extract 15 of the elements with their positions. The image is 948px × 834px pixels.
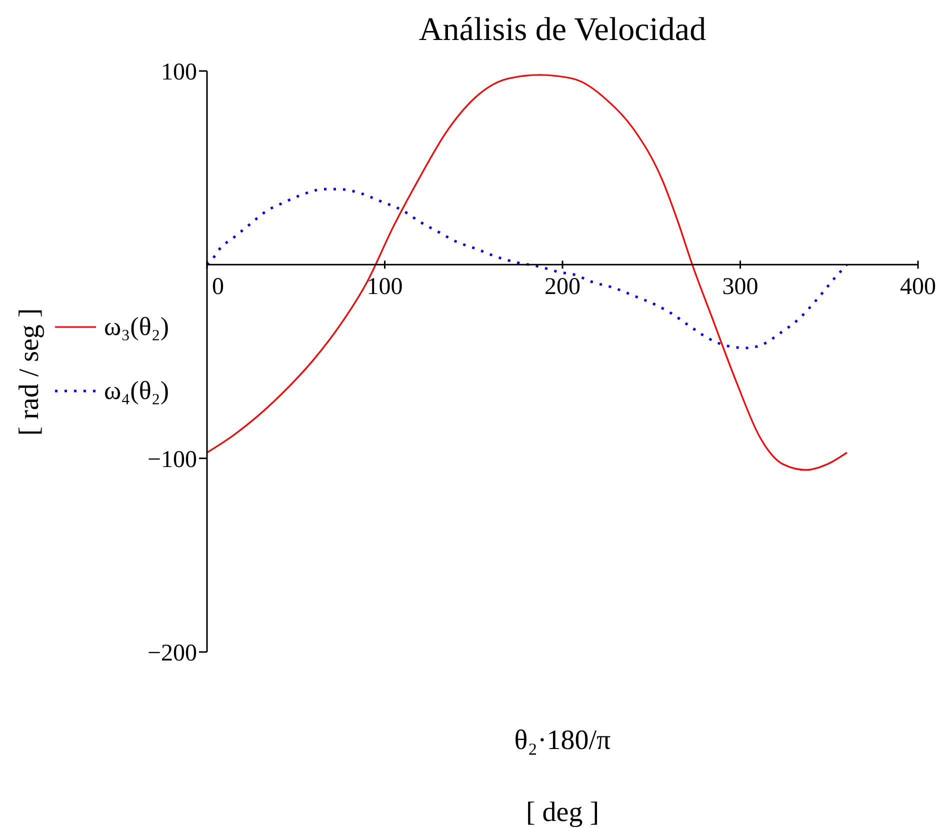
x-tick-label: 300 — [722, 274, 758, 300]
y-axis-title: [ rad / seg ] — [14, 308, 46, 436]
x-tick-label: 400 — [900, 274, 936, 300]
legend-label: ω₄(θ₂) — [104, 376, 170, 406]
text: θ₂·180/π [ deg ] — [514, 725, 611, 828]
line-series — [207, 188, 848, 350]
x-tick-label: 100 — [366, 274, 403, 300]
chart-title: Análisis de Velocidad — [418, 12, 708, 49]
x-tick-label: 0 — [212, 274, 224, 300]
y-tick-label: −200 — [147, 640, 197, 667]
x-tick-label: 200 — [544, 274, 580, 300]
legend-label: ω₃(θ₂) — [104, 312, 170, 342]
y-tick-label: −100 — [147, 446, 197, 473]
y-tick-label: 100 — [161, 60, 197, 86]
line-series — [207, 74, 848, 471]
